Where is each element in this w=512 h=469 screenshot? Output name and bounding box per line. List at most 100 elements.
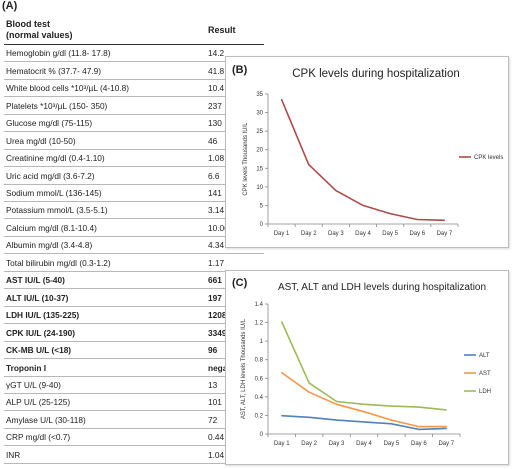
table-row: Platelets *10³/µL (150- 350) 237 <box>4 96 264 115</box>
data-point <box>281 415 283 417</box>
data-point <box>335 189 337 192</box>
test-result: 13 <box>208 379 218 390</box>
test-result: 6.6 <box>208 170 220 181</box>
table-row: Amylase U/L (30-118) 72 <box>4 410 264 429</box>
x-tick-label: Day 2 <box>301 231 317 237</box>
y-tick-label: 30 <box>256 111 263 117</box>
test-result: 1208 <box>208 310 227 321</box>
x-tick-label: Day 4 <box>356 441 372 447</box>
data-point <box>445 409 447 411</box>
test-result: 197 <box>208 292 222 303</box>
y-tick-label: 1.2 <box>255 321 264 327</box>
test-name: Amylase U/L (30-118) <box>6 414 86 425</box>
test-result: 96 <box>208 345 218 356</box>
data-point <box>416 218 418 221</box>
test-result: 3.14 <box>208 205 225 216</box>
data-point <box>281 321 283 323</box>
data-point <box>335 419 338 421</box>
table-row: ALP U/L (25-125) 101 <box>4 393 264 412</box>
table-row: Sodium mmol/L (136-145) 141 <box>4 184 264 203</box>
y-tick-label: 0 <box>260 432 264 438</box>
table-header-row: Blood test (normal values) Result <box>4 14 264 45</box>
test-name: CRP mg/dl (<0.7) <box>6 432 71 443</box>
data-point <box>445 427 447 430</box>
table-row: Uric acid mg/dl (3.6-7.2) 6.6 <box>4 166 264 185</box>
chart-title: AST, ALT and LDH levels during hospitali… <box>278 282 486 293</box>
y-tick-label: 0.2 <box>255 413 264 419</box>
x-tick-label: Day 5 <box>382 231 398 237</box>
test-result: 10.06 <box>208 222 229 233</box>
table-row: Calcium mg/dl (8.1-10.4) 10.06 <box>4 219 264 237</box>
table-row: AST IU/L (5-40) 661 <box>4 271 264 290</box>
table-row: Total bilirubin mg/dl (0.3-1.2) 1.17 <box>4 253 264 272</box>
table-row: White blood cells *10³/µL (4-10.8) 10.4 <box>4 79 264 98</box>
table-row: ALT IU/L (10-37) 197 <box>4 288 264 307</box>
test-result: 101 <box>208 397 222 408</box>
table-row: Potassium mmol/L (3.5-5.1) 3.14 <box>4 201 264 220</box>
x-tick-label: Day 7 <box>437 231 453 237</box>
legend-label: AST <box>479 371 491 377</box>
table-row: LDH IU/L (135-225) 1208 <box>4 306 264 325</box>
test-name: Uric acid mg/dl (3.6-7.2) <box>6 170 95 181</box>
table-row: Urea mg/dl (10-50) 46 <box>4 131 264 150</box>
test-result: 33492 <box>208 327 232 338</box>
test-result: negative <box>208 363 242 373</box>
x-tick-label: Day 7 <box>438 441 454 447</box>
test-result: 41.8 <box>208 65 225 76</box>
data-point <box>363 411 365 413</box>
panel-b-label: (B) <box>232 64 248 76</box>
test-name: Urea mg/dl (10-50) <box>6 135 76 146</box>
test-result: 4.34 <box>208 240 225 251</box>
test-result: 0.44 <box>208 432 225 443</box>
x-tick-label: Day 3 <box>329 441 345 447</box>
table-row: Creatinine mg/dl (0.4-1.10) 1.08 <box>4 149 264 168</box>
data-point <box>335 403 338 405</box>
series-line-ast <box>281 371 447 428</box>
x-tick-label: Day 4 <box>355 231 371 237</box>
data-point <box>308 416 310 418</box>
y-axis-label: CPK levels Thousands IU/L <box>243 122 249 196</box>
x-tick-label: Day 6 <box>409 231 425 237</box>
y-axis-label: AST, ALT, LDH levels Thousands IU/L <box>241 318 247 419</box>
test-name: Albumin mg/dl (3.4-4.8) <box>6 240 93 251</box>
data-point <box>418 406 420 408</box>
test-result: 1.08 <box>208 153 225 164</box>
data-point <box>308 382 310 384</box>
y-tick-label: 0 <box>260 222 264 228</box>
series-line-ldh <box>280 321 447 411</box>
data-point <box>308 163 310 166</box>
panel-a-label: (A) <box>2 0 18 12</box>
test-result: 14.2 <box>208 48 225 59</box>
y-tick-label: 10 <box>256 185 263 191</box>
y-tick-label: 20 <box>256 148 263 154</box>
y-tick-label: 15 <box>256 166 263 172</box>
data-point <box>335 400 338 403</box>
table-row: CK-MB U/L (<18) 96 <box>4 341 264 360</box>
data-point <box>362 204 364 207</box>
data-point <box>445 425 447 428</box>
test-result: 141 <box>208 188 222 199</box>
test-name: CPK IU/L (24-190) <box>6 327 76 338</box>
y-tick-label: 25 <box>256 129 263 135</box>
test-name: LDH IU/L (135-225) <box>6 310 80 321</box>
legend-label: CPK levels <box>474 155 503 161</box>
header-result: Result <box>208 25 236 35</box>
x-tick-label: Day 3 <box>328 231 344 237</box>
test-name: γGT U/L (9-40) <box>6 379 61 390</box>
y-tick-label: 1.4 <box>255 302 264 308</box>
test-name: ALT IU/L (10-37) <box>6 292 69 303</box>
y-tick-label: 5 <box>260 203 264 209</box>
table-row: CPK IU/L (24-190) 33492 <box>4 323 264 342</box>
series-line-cpk-levels <box>280 99 445 222</box>
test-name: Troponin I <box>6 362 47 373</box>
data-point <box>390 423 393 425</box>
cpk-chart-panel: CPK levels during hospitalization CPK lev… <box>225 56 509 248</box>
table-row: Albumin mg/dl (3.4-4.8) 4.34 <box>4 236 264 255</box>
test-name: CK-MB U/L (<18) <box>6 345 72 356</box>
cpk-line-chart: CPK levels during hospitalization CPK lev… <box>243 68 503 237</box>
y-tick-label: 0.8 <box>255 358 264 364</box>
table-row: Hematocrit % (37.7- 47.9) 41.8 <box>4 61 264 80</box>
x-tick-label: Day 5 <box>384 441 400 447</box>
test-name: Hemoglobin g/dl (11.8- 17.8) <box>6 48 111 59</box>
data-point <box>443 219 446 221</box>
